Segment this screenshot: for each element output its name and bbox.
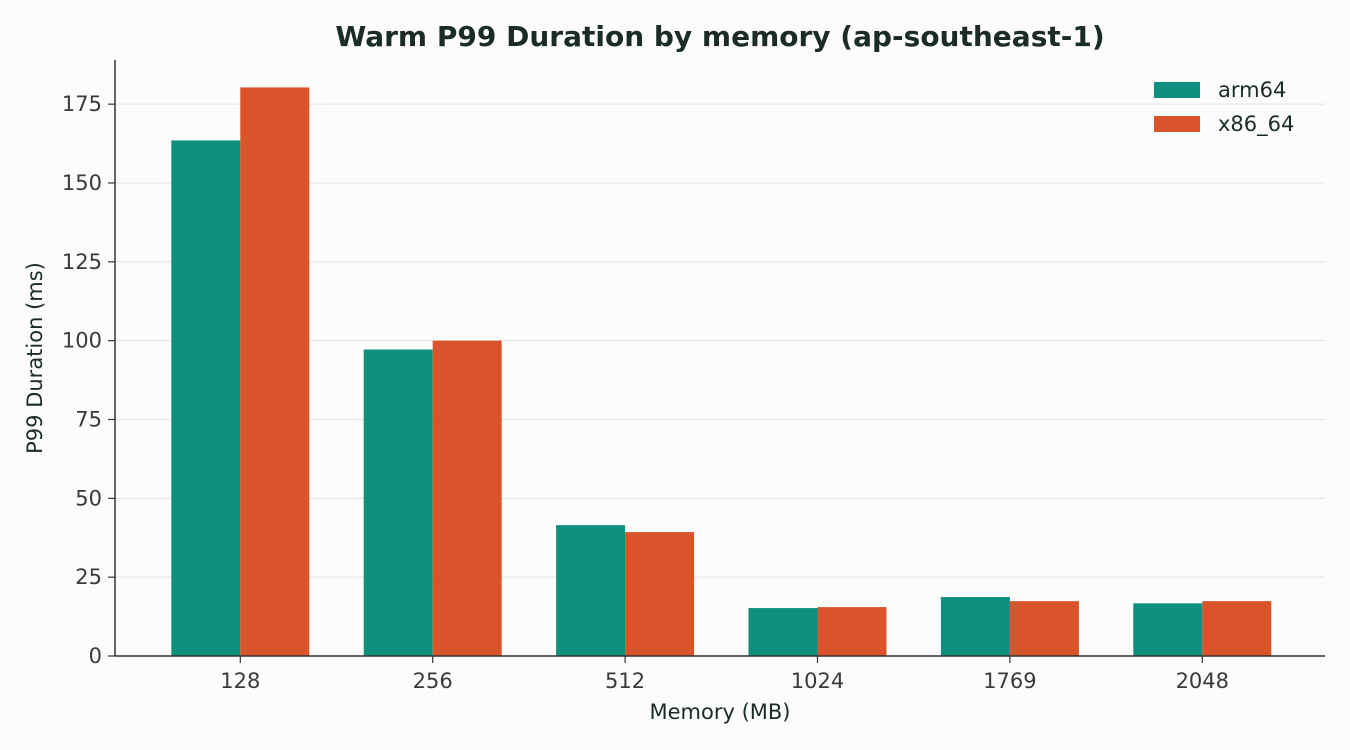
y-tick-label-75: 75: [75, 407, 102, 431]
chart-title: Warm P99 Duration by memory (ap-southeas…: [335, 20, 1104, 53]
bar-arm64-1769: [940, 597, 1010, 656]
gridlines: [115, 103, 1325, 578]
bar-arm64-2048: [1133, 603, 1203, 656]
x-tick-label-512: 512: [605, 669, 645, 693]
y-tick-label-150: 150: [62, 171, 102, 195]
legend-swatch-arm64: [1154, 82, 1200, 98]
axes: [114, 60, 1325, 657]
bar-x86_64-128: [240, 87, 310, 656]
bar-arm64-512: [556, 525, 626, 656]
y-axis-title: P99 Duration (ms): [23, 262, 47, 454]
x-tick-label-1024: 1024: [791, 669, 844, 693]
legend-label-x86_64: x86_64: [1218, 112, 1294, 137]
y-tick-label-50: 50: [75, 486, 102, 510]
y-tick-label-125: 125: [62, 250, 102, 274]
y-tick-label-175: 175: [62, 92, 102, 116]
bar-x86_64-1769: [1009, 601, 1079, 656]
bar-x86_64-2048: [1202, 601, 1272, 656]
y-axis-ticks: 0 25 50 75 100 125 150 175: [62, 92, 115, 668]
legend-swatch-x86_64: [1154, 116, 1200, 132]
x-axis-title: Memory (MB): [650, 700, 791, 724]
bars: [171, 87, 1272, 656]
y-tick-label-100: 100: [62, 329, 102, 353]
y-tick-label-0: 0: [89, 644, 102, 668]
bar-arm64-256: [363, 349, 433, 656]
legend-label-arm64: arm64: [1218, 78, 1286, 102]
bar-x86_64-256: [432, 340, 502, 656]
bar-arm64-1024: [748, 608, 818, 656]
bar-arm64-128: [171, 140, 241, 656]
x-tick-label-128: 128: [220, 669, 260, 693]
bar-x86_64-1024: [817, 607, 887, 656]
legend: arm64 x86_64: [1154, 78, 1294, 137]
bar-x86_64-512: [625, 532, 695, 656]
y-tick-label-25: 25: [75, 565, 102, 589]
x-axis-ticks: 128 256 512 1024 1769 2048: [220, 656, 1229, 693]
x-tick-label-256: 256: [413, 669, 453, 693]
x-tick-label-2048: 2048: [1176, 669, 1229, 693]
x-tick-label-1769: 1769: [983, 669, 1036, 693]
